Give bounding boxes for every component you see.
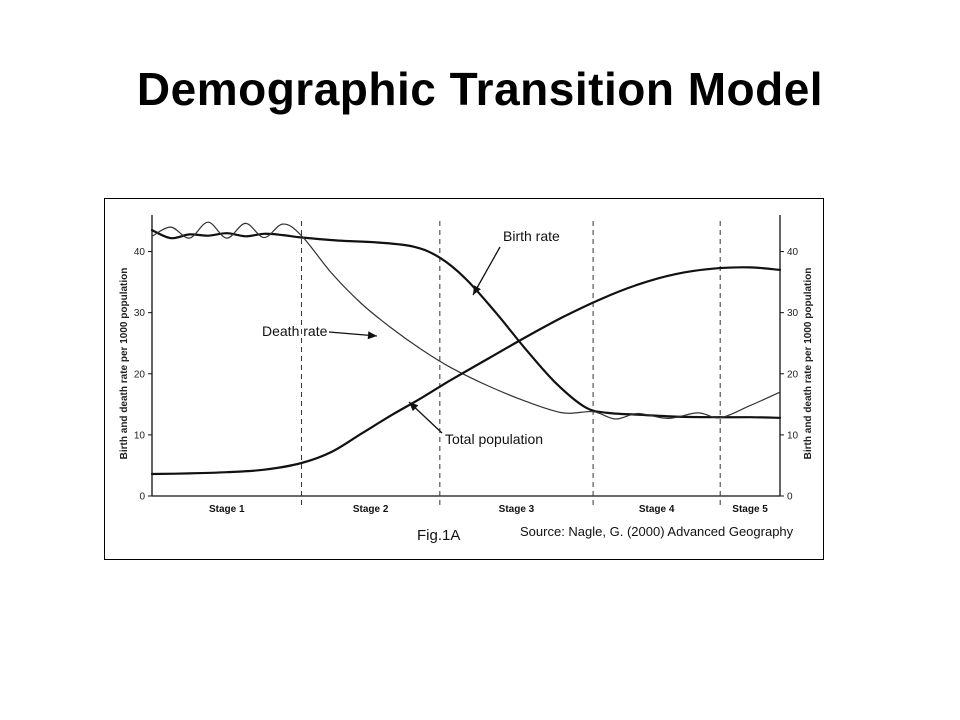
y-tick-label-right: 10 — [787, 430, 799, 441]
birth-rate-arrow-shaft — [472, 246, 501, 296]
figure-source: Source: Nagle, G. (2000) Advanced Geogra… — [520, 524, 794, 539]
death-rate-arrow-head — [367, 331, 377, 340]
chart-series — [150, 221, 782, 476]
y-tick-label-left: 10 — [134, 430, 146, 441]
demographic-transition-chart: 0 0 10 10 20 20 30 30 40 40 Birth and death rate p… — [119, 215, 814, 544]
chart-figure: 0 0 10 10 20 20 30 30 40 40 Birth and death rate p… — [104, 198, 824, 560]
stage-label: Stage 1 — [209, 504, 245, 515]
birth-rate-annotation: Birth rate — [503, 228, 560, 244]
slide-title: Demographic Transition Model — [136, 63, 824, 115]
chart-axes: 0 0 10 10 20 20 30 30 40 40 Birth and death rate p… — [119, 215, 814, 503]
y-tick-label-right: 30 — [787, 308, 799, 319]
total-population-line — [150, 266, 782, 476]
stage-label: Stage 5 — [732, 504, 768, 515]
figure-caption: Fig.1A — [417, 527, 460, 544]
birth-rate-line — [150, 229, 782, 419]
y-axis-label-left: Birth and death rate per 1000 population — [119, 268, 130, 460]
y-tick-label-right: 40 — [787, 247, 799, 258]
death-rate-line — [151, 221, 781, 420]
birth-rate-arrow-head — [473, 285, 481, 295]
total-population-arrow-head — [409, 402, 419, 412]
chart-labels: Stage 1 Stage 2 Stage 3 Stage 4 Stage 5 Birth… — [209, 228, 794, 544]
death-rate-annotation: Death rate — [262, 323, 328, 339]
y-tick-label-right: 0 — [787, 492, 793, 503]
total-population-annotation: Total population — [445, 431, 543, 447]
y-tick-label-right: 20 — [787, 369, 799, 380]
stage-label: Stage 3 — [499, 504, 535, 515]
stage-label: Stage 2 — [353, 504, 389, 515]
stage-dividers — [301, 221, 721, 506]
y-tick-label-left: 30 — [134, 308, 146, 319]
stage-label: Stage 4 — [639, 504, 675, 515]
y-tick-label-left: 40 — [134, 247, 146, 258]
y-tick-label-left: 20 — [134, 369, 146, 380]
y-tick-label-left: 0 — [139, 492, 145, 503]
y-axis-label-right: Birth and death rate per 1000 population — [803, 268, 814, 460]
